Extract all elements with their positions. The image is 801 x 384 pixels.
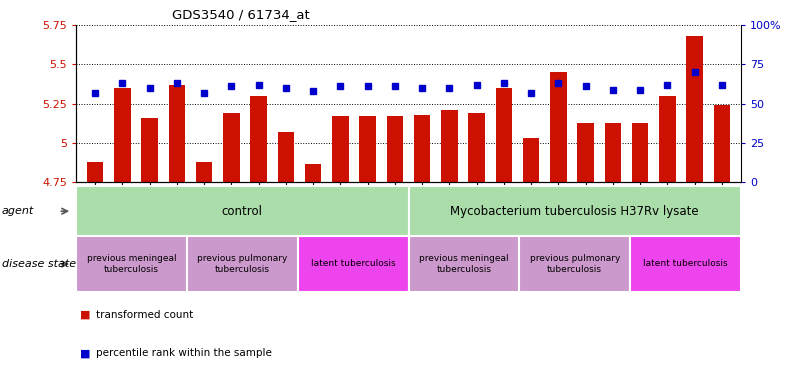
Bar bbox=[196, 162, 212, 182]
Bar bbox=[251, 96, 267, 182]
Text: previous pulmonary
tuberculosis: previous pulmonary tuberculosis bbox=[529, 254, 620, 274]
Text: ■: ■ bbox=[80, 310, 91, 320]
Bar bbox=[278, 132, 294, 182]
Text: previous meningeal
tuberculosis: previous meningeal tuberculosis bbox=[87, 254, 176, 274]
Bar bbox=[414, 115, 430, 182]
Bar bbox=[387, 116, 403, 182]
Bar bbox=[714, 105, 730, 182]
Bar bbox=[659, 96, 675, 182]
Bar bbox=[523, 138, 539, 182]
Bar bbox=[169, 85, 185, 182]
Bar bbox=[142, 118, 158, 182]
Text: control: control bbox=[222, 205, 263, 218]
Bar bbox=[223, 113, 239, 182]
Text: latent tuberculosis: latent tuberculosis bbox=[643, 260, 728, 268]
Bar bbox=[550, 72, 566, 182]
Text: previous pulmonary
tuberculosis: previous pulmonary tuberculosis bbox=[197, 254, 288, 274]
Text: disease state: disease state bbox=[2, 259, 76, 269]
Text: GDS3540 / 61734_at: GDS3540 / 61734_at bbox=[172, 8, 310, 21]
Bar bbox=[469, 113, 485, 182]
Bar bbox=[87, 162, 103, 182]
Bar bbox=[441, 110, 457, 182]
Bar bbox=[115, 88, 131, 182]
Text: percentile rank within the sample: percentile rank within the sample bbox=[96, 348, 272, 358]
Bar bbox=[496, 88, 512, 182]
Text: ■: ■ bbox=[80, 348, 91, 358]
Bar bbox=[686, 36, 702, 182]
Bar bbox=[605, 122, 621, 182]
Text: transformed count: transformed count bbox=[96, 310, 193, 320]
Bar bbox=[360, 116, 376, 182]
Bar bbox=[632, 122, 648, 182]
Text: agent: agent bbox=[2, 206, 34, 216]
Text: latent tuberculosis: latent tuberculosis bbox=[311, 260, 396, 268]
Text: previous meningeal
tuberculosis: previous meningeal tuberculosis bbox=[419, 254, 509, 274]
Bar bbox=[578, 122, 594, 182]
Text: Mycobacterium tuberculosis H37Rv lysate: Mycobacterium tuberculosis H37Rv lysate bbox=[450, 205, 699, 218]
Bar bbox=[305, 164, 321, 182]
Bar bbox=[332, 116, 348, 182]
